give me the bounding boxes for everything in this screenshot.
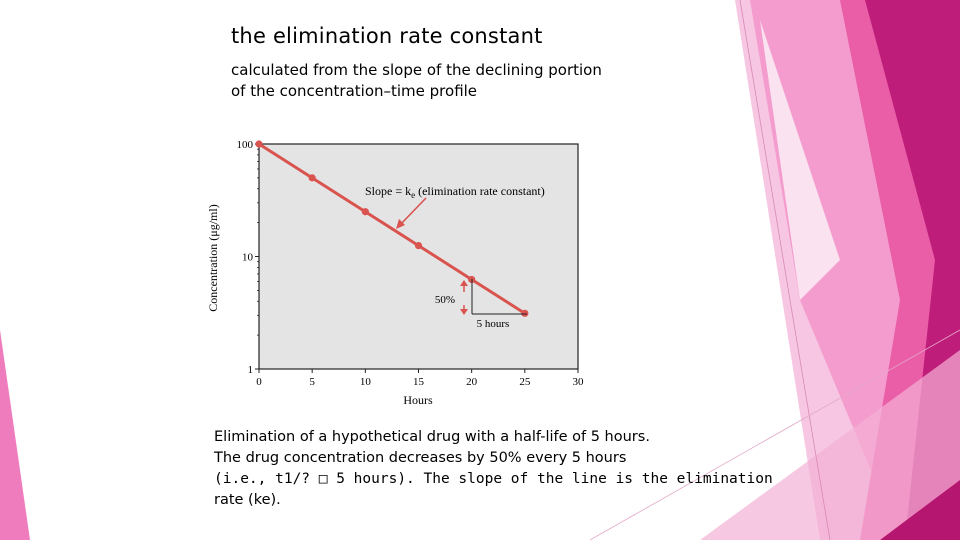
y-axis-label: Concentration (μg/ml) bbox=[206, 204, 220, 311]
fifty-percent-label: 50% bbox=[435, 294, 455, 306]
plot-area bbox=[258, 143, 579, 370]
x-tick-label: 10 bbox=[360, 376, 372, 388]
x-tick-label: 15 bbox=[413, 376, 425, 388]
half-life-triangle bbox=[471, 279, 527, 315]
y-tick-label: 10 bbox=[242, 252, 254, 264]
left-edge-shape bbox=[0, 330, 30, 540]
x-axis-ticks: 0 5 10 15 20 25 30 bbox=[256, 369, 584, 388]
data-point bbox=[414, 241, 423, 250]
y-tick-label: 100 bbox=[237, 139, 254, 151]
x-tick-label: 30 bbox=[573, 376, 585, 388]
slope-arrow bbox=[396, 197, 427, 229]
y-axis-ticks: 1 10 100 bbox=[237, 139, 259, 376]
x-tick-label: 20 bbox=[466, 376, 478, 388]
caption-line: rate (ke). bbox=[214, 492, 281, 508]
data-point bbox=[255, 140, 263, 148]
bottom-right-magenta bbox=[880, 480, 960, 540]
thin-decor-line bbox=[739, 0, 831, 540]
thin-decor-line-2 bbox=[589, 329, 960, 540]
slide-subtitle: calculated from the slope of the declini… bbox=[231, 60, 651, 102]
right-panel-light-wedge bbox=[760, 20, 840, 300]
data-point bbox=[361, 208, 369, 216]
concentration-time-chart: 1 10 100 0 5 10 15 20 25 30 Hours Concentration … bbox=[206, 139, 584, 407]
caption-line: Elimination of a hypothetical drug with … bbox=[214, 429, 650, 445]
five-hours-label: 5 hours bbox=[477, 318, 510, 330]
caption-line: (i.e., t1/? □ 5 hours). The slope of the… bbox=[214, 471, 773, 487]
slide-title: the elimination rate constant bbox=[231, 24, 543, 48]
x-tick-label: 5 bbox=[309, 376, 315, 388]
fifty-percent-arrows bbox=[460, 280, 468, 315]
y-tick-label: 1 bbox=[248, 364, 254, 376]
data-point bbox=[521, 309, 529, 317]
subtitle-line: calculated from the slope of the declini… bbox=[231, 61, 602, 79]
figure-caption: Elimination of a hypothetical drug with … bbox=[214, 427, 834, 511]
series-line bbox=[258, 142, 526, 315]
subtitle-line: of the concentration–time profile bbox=[231, 82, 478, 100]
caption-line: The drug concentration decreases by 50% … bbox=[214, 450, 627, 466]
bottom-right-fade bbox=[700, 350, 960, 540]
data-point bbox=[308, 174, 316, 182]
x-axis-label: Hours bbox=[403, 393, 433, 407]
slope-annotation: Slope = ke (elimination rate constant) bbox=[365, 184, 545, 200]
x-tick-label: 25 bbox=[519, 376, 531, 388]
x-tick-label: 0 bbox=[256, 376, 262, 388]
data-series bbox=[255, 140, 529, 317]
